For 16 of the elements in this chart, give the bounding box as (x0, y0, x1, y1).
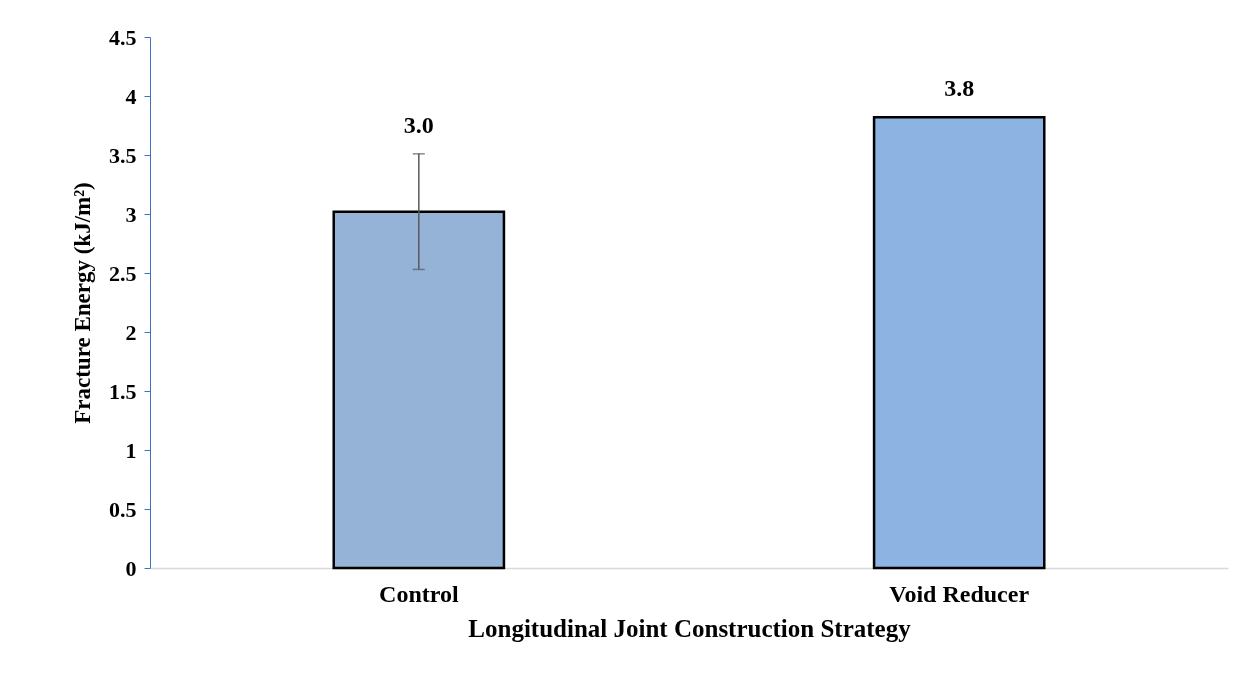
y-tick-label: 1.5 (109, 378, 137, 404)
x-axis-title: Longitudinal Joint Construction Strategy (468, 614, 912, 642)
y-tick-label: 0.5 (109, 496, 137, 522)
y-tick-label: 4.5 (109, 24, 137, 50)
data-label: 3.8 (944, 75, 975, 102)
y-tick-label: 4 (125, 83, 137, 109)
y-tick-label: 1 (125, 437, 137, 463)
y-tick-label: 2.5 (109, 260, 137, 286)
x-tick-label: Control (379, 580, 459, 607)
x-tick-label: Void Reducer (889, 580, 1030, 607)
y-tick-label: 0 (125, 555, 137, 581)
y-tick-label: 3.5 (109, 142, 137, 168)
data-label: 3.0 (403, 111, 434, 138)
y-axis-title: Fracture Energy (kJ/m²) (70, 182, 95, 424)
y-tick-label: 3 (125, 201, 137, 227)
y-tick-label: 2 (125, 319, 137, 345)
